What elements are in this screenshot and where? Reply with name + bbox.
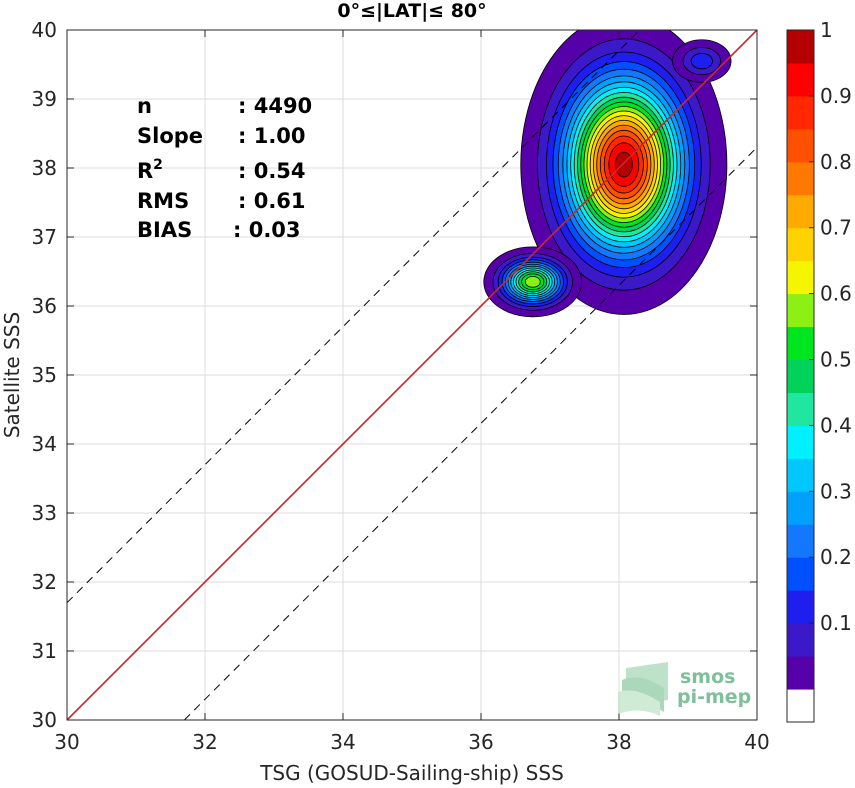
colorbar-band [787,161,814,196]
y-tick-label: 31 [32,639,57,663]
y-tick-label: 39 [32,87,57,111]
colorbar-band [787,392,814,426]
stat-slope-label: Slope [137,124,203,148]
y-tick-label: 40 [32,18,57,42]
colorbar-tick-label: 0.5 [820,348,852,372]
stat-n-value: : 4490 [238,94,312,118]
y-tick-label: 37 [32,225,57,249]
density-contours [483,30,732,318]
y-tick-label: 32 [32,570,57,594]
lower-bound-line [183,146,757,720]
colorbar-tick-label: 0.1 [820,611,852,635]
colorbar-band [787,425,814,459]
y-tick-label: 36 [32,294,57,318]
x-tick-label: 30 [54,730,79,754]
x-axis-ticks: 30 32 34 36 38 40 [54,30,770,754]
reference-lines [67,30,757,720]
colorbar-tick-label: 0.7 [820,216,852,240]
colorbar-frame [786,29,815,723]
upper-bound-line [67,30,641,604]
density-contour-level [524,276,541,288]
colorbar [786,29,815,723]
colorbar-band [787,227,814,262]
colorbar-band [787,491,814,525]
colorbar-band [787,95,814,130]
colorbar-tick-label: 0.3 [820,479,852,503]
stat-slope-value: : 1.00 [238,124,306,148]
colorbar-tick-label: 0.6 [820,282,852,306]
wave-logo-icon [618,662,668,716]
density-contour-level [690,52,713,70]
colorbar-band [787,326,814,361]
colorbar-band [787,128,814,163]
colorbar-tick-label: 0.9 [820,84,852,108]
colorbar-band [787,590,814,624]
colorbar-tick-label: 1 [820,18,833,42]
colorbar-band [787,557,814,591]
stat-bias-value: : 0.03 [233,218,301,242]
x-tick-label: 34 [330,730,355,754]
colorbar-band [787,623,814,657]
regression-fit-line [67,30,757,720]
colorbar-band [787,194,814,229]
y-tick-label: 35 [32,363,57,387]
colorbar-band [787,689,814,723]
colorbar-band [787,30,814,64]
stat-rms-label: RMS [137,189,189,213]
stat-r2-label: R2 [137,157,163,183]
stat-n-label: n [137,94,152,118]
x-tick-label: 40 [744,730,769,754]
chart-title: 0°≤|LAT|≤ 80° [337,0,486,22]
colorbar-tick-label: 0.8 [820,150,852,174]
density-contour-level [614,151,633,178]
density-cluster [520,30,728,315]
stats-box: n : 4490 Slope : 1.00 R2 : 0.54 RMS : 0.… [137,94,312,242]
y-tick-label: 30 [32,708,57,732]
colorbar-band [787,260,814,295]
x-axis-label: TSG (GOSUD-Sailing-ship) SSS [259,761,564,785]
y-tick-label: 38 [32,156,57,180]
watermark-logo: smos pi-mep [618,662,751,716]
colorbar-tick-label: 0.2 [820,545,852,569]
x-tick-label: 32 [192,730,217,754]
grid-lines [66,29,758,721]
stat-bias-label: BIAS [137,218,192,242]
x-tick-label: 38 [606,730,631,754]
y-tick-label: 34 [32,432,57,456]
y-tick-label: 33 [32,501,57,525]
colorbar-ticks: 0.1 0.2 0.3 0.4 0.5 0.6 0.7 0.8 0.9 1 [809,18,852,635]
y-axis-label: Satellite SSS [0,312,24,438]
density-cluster [672,39,732,83]
colorbar-tick-label: 0.4 [820,413,852,437]
density-cluster [483,246,583,318]
watermark-line2: pi-mep [677,686,751,708]
y-axis-ticks: 30 31 32 33 34 35 36 37 38 39 40 [32,18,757,732]
colorbar-band [787,359,814,393]
colorbar-band [787,524,814,558]
colorbar-band [787,62,814,97]
stat-r2-value: : 0.54 [238,159,306,183]
colorbar-band [787,293,814,328]
stat-rms-value: : 0.61 [238,189,306,213]
x-tick-label: 36 [468,730,493,754]
colorbar-band [787,458,814,492]
colorbar-band [787,656,814,690]
watermark-line1: smos [680,666,735,688]
